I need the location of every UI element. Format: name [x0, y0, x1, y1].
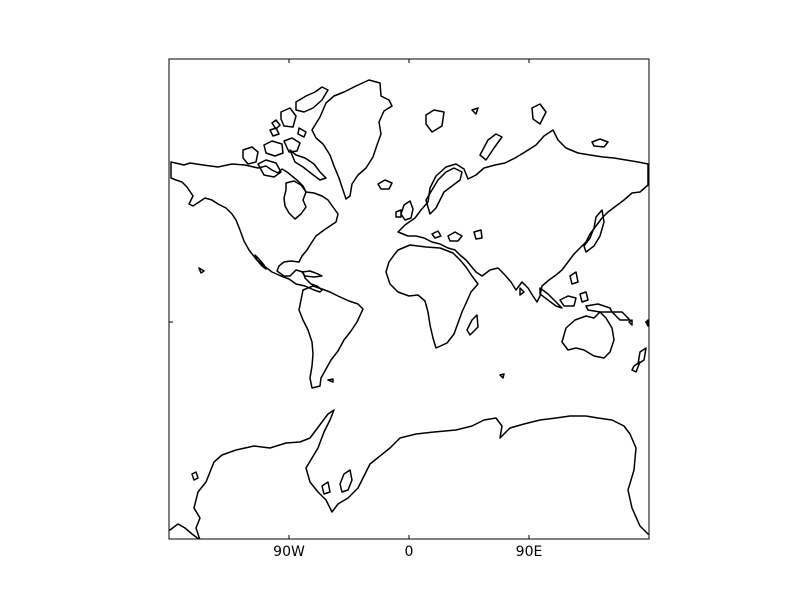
coastlines: [169, 79, 649, 539]
hudson-bay-outline: [283, 180, 307, 220]
caribbean-islands-outline: [198, 267, 323, 278]
greenland-outline: [311, 79, 393, 200]
baja-outline: [254, 254, 267, 270]
iceland-outline: [377, 179, 393, 190]
japan-outline: [583, 209, 605, 253]
north-america-outline: [170, 161, 339, 293]
small-islands-outline: [499, 319, 649, 379]
southeast-asia-islands-outline: [539, 271, 631, 321]
falklands-outline: [327, 378, 334, 383]
x-axis: 90W 0 90E: [273, 59, 542, 560]
sri-lanka-outline: [519, 287, 525, 296]
map-frame: [168, 58, 650, 540]
x-tick-label: 90E: [516, 544, 543, 560]
british-isles-outline: [395, 200, 414, 221]
australia-outline: [561, 311, 615, 359]
arctic-russia-islands-outline: [425, 103, 609, 161]
arctic-islands-outline: [242, 86, 329, 181]
south-america-outline: [298, 285, 364, 389]
mediterranean-islands-outline: [431, 229, 483, 242]
antarctica-outline: [169, 409, 649, 539]
x-tick-label: 90W: [273, 544, 305, 560]
scandinavia-outline: [425, 167, 463, 215]
x-tick-label: 0: [405, 544, 414, 560]
eurasia-outline: [397, 129, 649, 303]
africa-outline: [385, 244, 479, 349]
antarctic-islands-outline: [191, 469, 353, 495]
madagascar-outline: [466, 314, 479, 336]
new-zealand-outline: [631, 347, 647, 373]
